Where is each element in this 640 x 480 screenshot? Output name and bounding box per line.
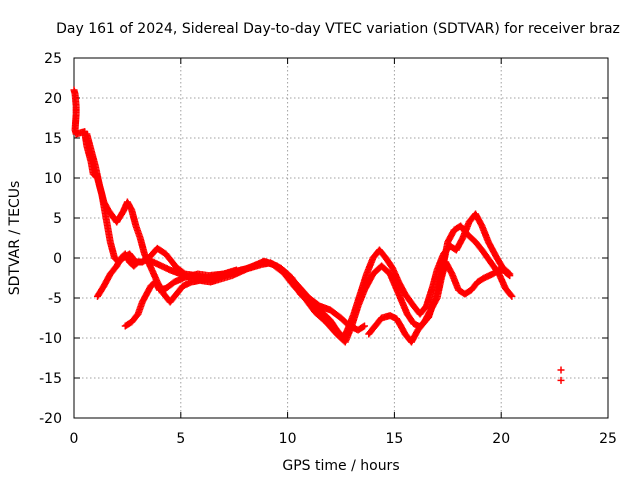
data-point (557, 376, 565, 384)
data-point (505, 269, 513, 277)
x-tick-label: 20 (492, 431, 510, 447)
data-point (232, 266, 240, 274)
data-point (359, 323, 367, 331)
y-tick-label: -15 (39, 371, 62, 387)
x-tick-label: 15 (385, 431, 403, 447)
y-axis-label: SDTVAR / TECUs (7, 181, 23, 296)
x-tick-label: 5 (176, 431, 185, 447)
y-tick-label: 20 (44, 91, 62, 107)
data-points (70, 86, 565, 384)
y-tick-label: 5 (53, 211, 62, 227)
data-point (506, 270, 514, 278)
y-tick-label: -10 (39, 331, 62, 347)
y-tick-label: 25 (44, 51, 62, 67)
data-point (360, 322, 368, 330)
x-tick-label: 0 (70, 431, 79, 447)
plot-frame (73, 57, 609, 419)
x-tick-label: 25 (599, 431, 617, 447)
y-tick-label: 15 (44, 131, 62, 147)
data-point (508, 292, 516, 300)
data-point (507, 291, 515, 299)
y-tick-label: 10 (44, 171, 62, 187)
y-tick-label: 0 (53, 251, 62, 267)
data-point (557, 366, 565, 374)
x-tick-label: 10 (279, 431, 297, 447)
y-tick-label: -20 (39, 411, 62, 427)
y-tick-label: -5 (48, 291, 62, 307)
x-axis-label: GPS time / hours (282, 458, 399, 474)
axis-ticks: 0 5 10 15 20 25 -20 -15 -10 -5 0 5 10 15 20 25 (39, 51, 617, 447)
grid (74, 58, 608, 418)
chart-title: Day 161 of 2024, Sidereal Day-to-day VTE… (56, 21, 620, 37)
